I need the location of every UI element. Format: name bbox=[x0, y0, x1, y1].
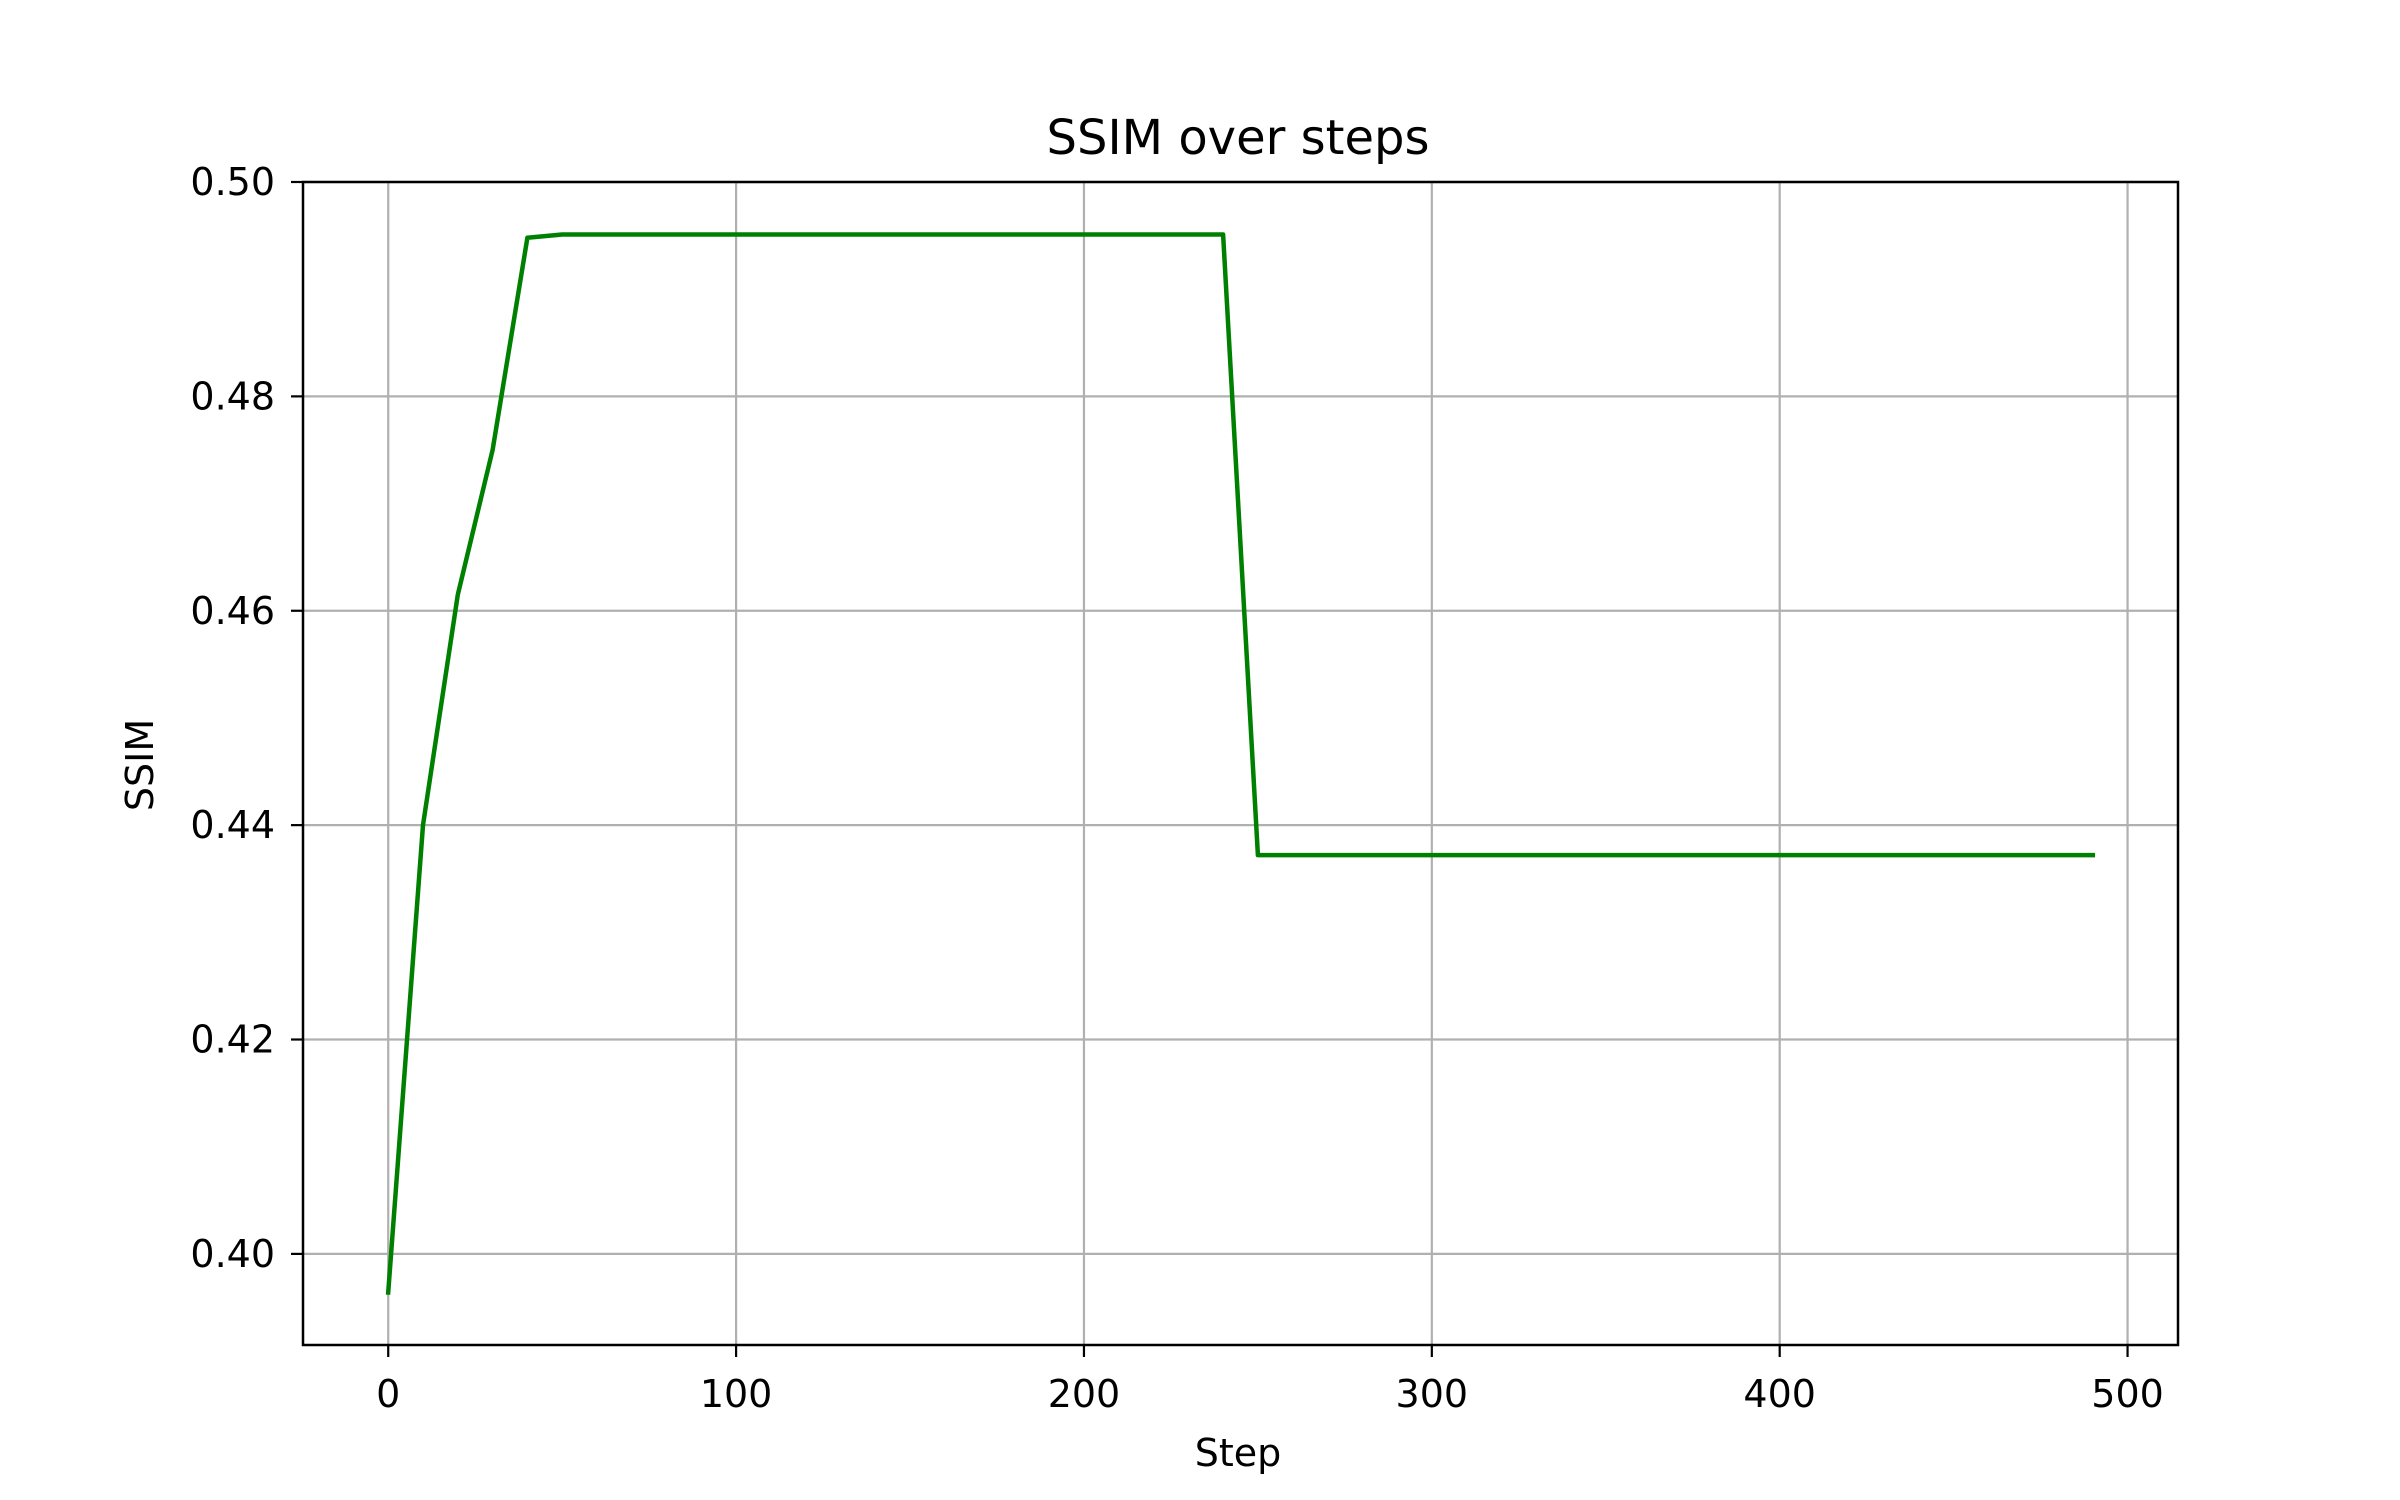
x-tick-label: 400 bbox=[1743, 1372, 1816, 1416]
plot-frame bbox=[301, 180, 2180, 1347]
grid-lines bbox=[303, 180, 2178, 1345]
y-tick-labels: 0.40 0.42 0.44 0.46 0.48 0.50 bbox=[190, 160, 275, 1276]
y-tick-label: 0.48 bbox=[190, 374, 275, 418]
x-tick-label: 300 bbox=[1396, 1372, 1469, 1416]
x-tick-labels: 0 100 200 300 400 500 bbox=[376, 1372, 2164, 1416]
x-tick-label: 500 bbox=[2091, 1372, 2164, 1416]
y-axis-label: SSIM bbox=[118, 719, 162, 811]
y-tick-label: 0.44 bbox=[190, 803, 275, 847]
series-line bbox=[385, 232, 2096, 1295]
y-tick-label: 0.42 bbox=[190, 1018, 275, 1062]
x-tick-label: 200 bbox=[1048, 1372, 1121, 1416]
x-tick-label: 100 bbox=[700, 1372, 773, 1416]
y-tick-label: 0.40 bbox=[190, 1232, 275, 1276]
series-layer bbox=[385, 232, 2096, 1295]
tick-marks bbox=[291, 180, 2129, 1357]
x-axis-label: Step bbox=[1195, 1431, 1282, 1475]
x-tick-label: 0 bbox=[376, 1372, 400, 1416]
y-tick-label: 0.46 bbox=[190, 589, 275, 633]
chart-title: SSIM over steps bbox=[1047, 110, 1430, 166]
y-tick-label: 0.50 bbox=[190, 160, 275, 204]
